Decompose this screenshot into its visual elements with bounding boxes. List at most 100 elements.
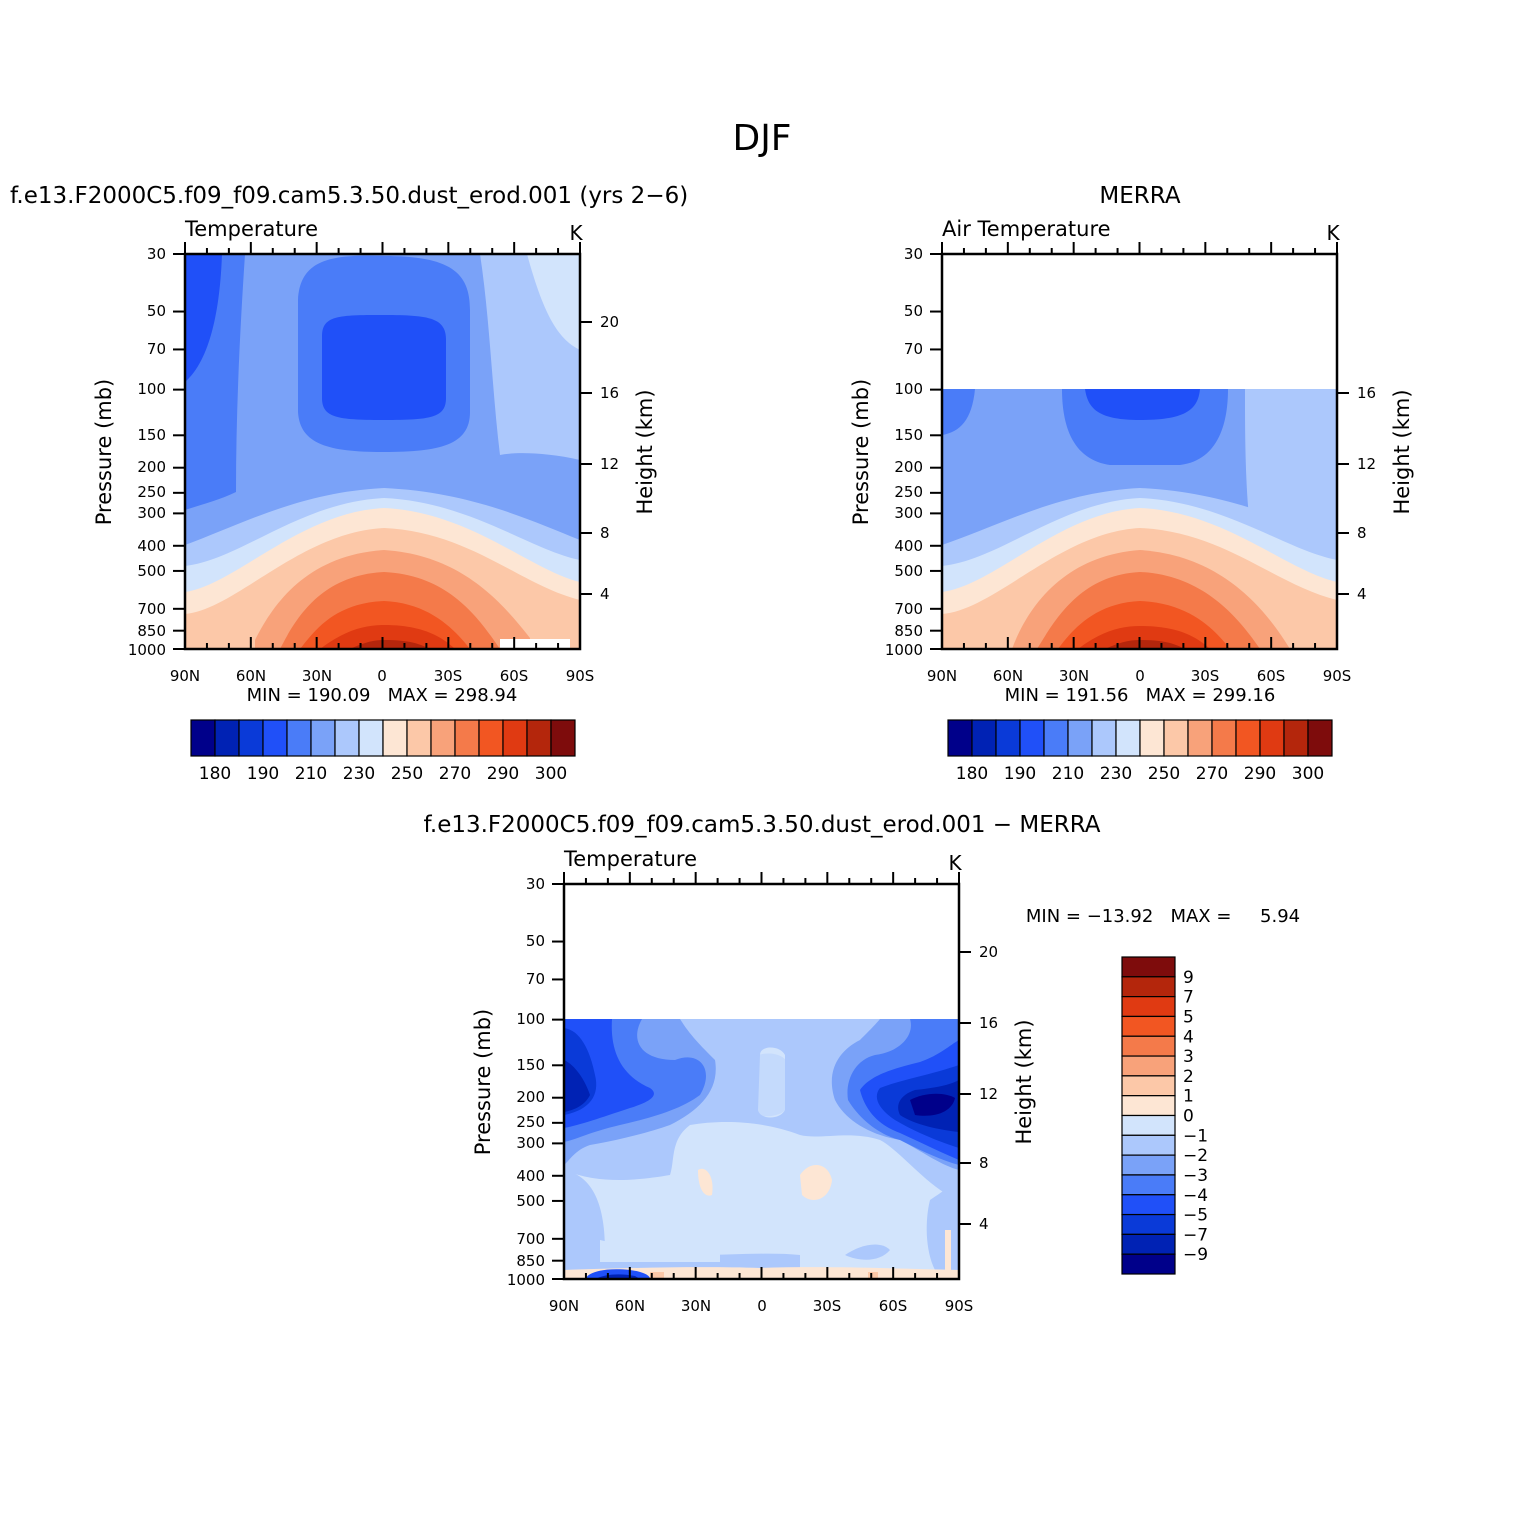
right-tick-label: 16: [979, 1014, 998, 1032]
colorbar-swatch: [310, 719, 336, 757]
right-tick-label: 8: [979, 1154, 989, 1172]
x-tick-label: 90N: [549, 1297, 579, 1315]
obs-right-tick-labels: 16 12 8 4: [1357, 384, 1376, 603]
y-tick-label: 850: [894, 622, 923, 640]
y-tick-label: 700: [137, 600, 166, 618]
diff-right-axis-label: Height (km): [1012, 1019, 1036, 1144]
colorbar-swatch: [1121, 1055, 1176, 1077]
model-variable: Temperature: [184, 217, 318, 241]
x-tick-label: 60S: [500, 667, 529, 685]
y-tick-label: 400: [894, 537, 923, 555]
x-tick-label: 90S: [566, 667, 595, 685]
colorbar-label: 300: [1292, 764, 1324, 784]
colorbar-swatch: [1121, 1194, 1176, 1216]
colorbar-swatch: [430, 719, 456, 757]
colorbar-label: 7: [1183, 988, 1194, 1008]
right-tick-label: 12: [600, 455, 619, 473]
y-tick-label: 30: [526, 875, 545, 893]
colorbar-label: 180: [956, 764, 988, 784]
right-tick-label: 4: [1357, 585, 1367, 603]
panel-obs: MERRA Air Temperature K 30 50 70 100 150: [849, 183, 1414, 706]
colorbar-swatch: [406, 719, 432, 757]
y-tick-label: 70: [526, 970, 545, 988]
y-tick-label: 500: [137, 562, 166, 580]
colorbar-swatch: [1139, 719, 1165, 757]
colorbar-swatch: [454, 719, 480, 757]
y-tick-label: 250: [137, 483, 166, 501]
colorbar-label: 230: [343, 764, 375, 784]
colorbar-swatch: [214, 719, 240, 757]
axis-tick-marks: [173, 242, 1349, 1280]
colorbar-swatch: [334, 719, 360, 757]
colorbar-label: 0: [1183, 1107, 1194, 1127]
colorbar-swatch: [1121, 1154, 1176, 1176]
x-tick-label: 0: [757, 1297, 767, 1315]
x-tick-label: 30N: [302, 667, 332, 685]
obs-units: K: [1326, 221, 1340, 245]
x-tick-label: 60S: [1257, 667, 1286, 685]
y-tick-label: 850: [137, 622, 166, 640]
y-tick-label: 200: [137, 458, 166, 476]
diff-y-axis-label: Pressure (mb): [471, 1009, 495, 1156]
model-header: f.e13.F2000C5.f09_f09.cam5.3.50.dust_ero…: [10, 183, 688, 209]
colorbar-swatch: [1019, 719, 1045, 757]
colorbar-swatch: [190, 719, 216, 757]
model-x-tick-labels: 90N 60N 30N 0 30S 60S 90S: [170, 667, 594, 685]
colorbar-swatch: [971, 719, 997, 757]
y-tick-label: 150: [516, 1056, 545, 1074]
colorbar-label: 3: [1183, 1047, 1194, 1067]
panel-model: f.e13.F2000C5.f09_f09.cam5.3.50.dust_ero…: [10, 183, 688, 706]
obs-min-max: MIN = 191.56 MAX = 299.16: [1005, 685, 1276, 706]
y-tick-label: 500: [516, 1192, 545, 1210]
y-tick-label: 150: [894, 426, 923, 444]
x-tick-label: 90N: [170, 667, 200, 685]
x-tick-label: 90N: [927, 667, 957, 685]
colorbar-swatch: [995, 719, 1021, 757]
colorbar-label: 210: [295, 764, 327, 784]
diff-right-tick-labels: 20 16 12 8 4: [979, 943, 998, 1233]
obs-x-tick-labels: 90N 60N 30N 0 30S 60S 90S: [927, 667, 1351, 685]
obs-contour-field: [942, 389, 1337, 649]
colorbar-swatch: [1121, 976, 1176, 998]
y-tick-label: 250: [516, 1113, 545, 1131]
y-tick-label: 300: [137, 504, 166, 522]
colorbar-swatch: [286, 719, 312, 757]
y-tick-label: 850: [516, 1252, 545, 1270]
right-tick-label: 12: [979, 1085, 998, 1103]
colorbar-label: 180: [199, 764, 231, 784]
colorbar-label: −2: [1183, 1146, 1208, 1166]
x-tick-label: 60N: [236, 667, 266, 685]
y-tick-label: 100: [894, 380, 923, 398]
colorbar-swatch: [1067, 719, 1093, 757]
colorbar-swatch: [1283, 719, 1309, 757]
colorbar-swatch: [478, 719, 504, 757]
y-tick-label: 700: [516, 1230, 545, 1248]
right-tick-label: 8: [600, 524, 610, 542]
right-tick-label: 8: [1357, 524, 1367, 542]
colorbar-swatch: [947, 719, 973, 757]
colorbar-swatch: [1121, 1114, 1176, 1136]
colorbar-swatch: [1121, 956, 1176, 978]
y-tick-label: 400: [516, 1167, 545, 1185]
x-tick-label: 30S: [1191, 667, 1220, 685]
x-tick-label: 30S: [434, 667, 463, 685]
diff-y-tick-labels: 30 50 70 100 150 200 250 300 400 500 700…: [507, 875, 545, 1289]
colorbar-label: 270: [439, 764, 471, 784]
y-tick-label: 500: [894, 562, 923, 580]
right-tick-label: 4: [600, 585, 610, 603]
colorbar-label: 300: [535, 764, 567, 784]
diff-units: K: [948, 851, 962, 875]
right-tick-label: 12: [1357, 455, 1376, 473]
obs-right-axis-label: Height (km): [1390, 389, 1414, 514]
right-tick-label: 16: [600, 384, 619, 402]
obs-colorbar: 180 190 210 230 250 270 290 300: [947, 719, 1333, 784]
model-right-axis-label: Height (km): [633, 389, 657, 514]
model-contour-field: [185, 254, 580, 649]
y-tick-label: 300: [516, 1134, 545, 1152]
y-tick-label: 250: [894, 483, 923, 501]
colorbar-label: 190: [247, 764, 279, 784]
y-tick-label: 100: [516, 1010, 545, 1028]
diff-x-tick-labels: 90N 60N 30N 0 30S 60S 90S: [549, 1297, 973, 1315]
x-tick-label: 90S: [1323, 667, 1352, 685]
colorbar-swatch: [1121, 1213, 1176, 1235]
